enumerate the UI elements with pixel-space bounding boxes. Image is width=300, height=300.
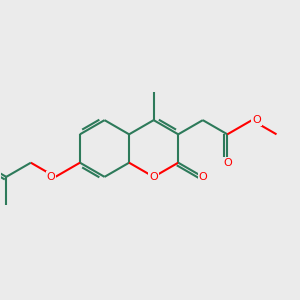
Text: O: O [198,172,207,182]
Text: O: O [252,115,261,125]
Text: O: O [46,172,56,182]
Text: O: O [223,158,232,168]
Text: O: O [149,172,158,182]
